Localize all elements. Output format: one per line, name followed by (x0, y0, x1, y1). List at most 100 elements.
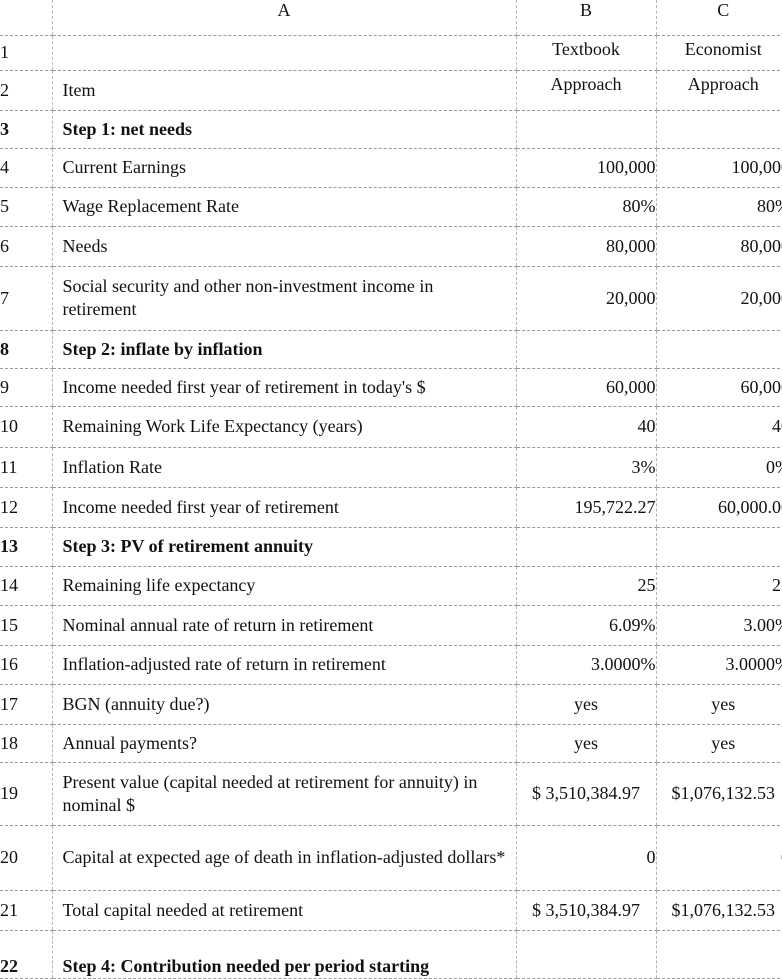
row-number[interactable]: 4 (0, 148, 52, 188)
cell-a[interactable]: Item (51, 70, 516, 111)
row-number[interactable]: 9 (0, 368, 52, 407)
row-number[interactable]: 12 (0, 487, 52, 528)
cell-b[interactable]: 195,722.27 (515, 487, 656, 528)
cell-a[interactable]: Social security and other non-investment… (51, 266, 516, 331)
row-number[interactable]: 6 (0, 226, 52, 267)
row-number[interactable]: 20 (0, 825, 52, 891)
cell-c[interactable]: 40 (655, 406, 782, 448)
table-row: 15 Nominal annual rate of return in retir… (0, 605, 782, 646)
cell-b[interactable]: yes (515, 724, 656, 763)
cell-a[interactable]: Annual payments? (51, 724, 516, 763)
cell-c[interactable]: Approach (655, 70, 782, 111)
cell-b[interactable]: 80,000 (515, 226, 656, 267)
table-row: 13 Step 3: PV of retirement annuity (0, 527, 782, 567)
cell-c[interactable]: 20,000 (655, 266, 782, 331)
cell-c[interactable]: yes (655, 684, 782, 725)
cell-c[interactable]: 80,000 (655, 226, 782, 267)
cell-c[interactable]: Economist (655, 35, 782, 71)
cell-a[interactable]: Remaining Work Life Expectancy (years) (51, 406, 516, 448)
cell-b[interactable]: 0 (515, 825, 656, 891)
cell-b[interactable] (515, 330, 656, 369)
cell-b[interactable]: yes (515, 684, 656, 725)
cell-b[interactable]: 100,000 (515, 148, 656, 188)
table-row: 18 Annual payments? yes yes (0, 724, 782, 763)
cell-b[interactable] (515, 110, 656, 149)
row-number[interactable]: 21 (0, 890, 52, 931)
column-header-c[interactable]: C (655, 0, 782, 36)
cell-c[interactable] (655, 527, 782, 567)
cell-c[interactable]: $1,076,132.53 (655, 762, 782, 826)
cell-b[interactable]: 25 (515, 566, 656, 606)
cell-b[interactable] (515, 527, 656, 567)
cell-c[interactable] (655, 330, 782, 369)
cell-a[interactable]: Nominal annual rate of return in retirem… (51, 605, 516, 646)
row-number[interactable]: 15 (0, 605, 52, 646)
row-number[interactable]: 1 (0, 35, 52, 71)
cell-a[interactable]: Inflation-adjusted rate of return in ret… (51, 645, 516, 685)
cell-b[interactable]: $ 3,510,384.97 (515, 762, 656, 826)
row-number[interactable]: 19 (0, 762, 52, 826)
row-number[interactable]: 2 (0, 70, 52, 111)
row-number[interactable]: 7 (0, 266, 52, 331)
row-number[interactable]: 17 (0, 684, 52, 725)
column-header-row: A B C (0, 0, 782, 36)
cell-a[interactable]: Step 3: PV of retirement annuity (51, 527, 516, 567)
row-number[interactable]: 18 (0, 724, 52, 763)
row-number[interactable]: 22 (0, 930, 52, 979)
cell-c[interactable]: 3.00% (655, 605, 782, 646)
corner-cell (0, 0, 52, 36)
cell-b[interactable]: 60,000 (515, 368, 656, 407)
table-row: 7 Social security and other non-investmen… (0, 266, 782, 331)
row-number[interactable]: 10 (0, 406, 52, 448)
cell-b[interactable]: 3.0000% (515, 645, 656, 685)
cell-c[interactable]: 0 (655, 825, 782, 891)
cell-a[interactable]: Income needed first year of retirement i… (51, 368, 516, 407)
cell-a[interactable]: Inflation Rate (51, 447, 516, 488)
cell-c[interactable] (655, 110, 782, 149)
cell-a[interactable]: Total capital needed at retirement (51, 890, 516, 931)
cell-b[interactable]: $ 3,510,384.97 (515, 890, 656, 931)
cell-c[interactable]: $1,076,132.53 (655, 890, 782, 931)
cell-b[interactable]: 40 (515, 406, 656, 448)
cell-a[interactable]: BGN (annuity due?) (51, 684, 516, 725)
cell-b[interactable]: Textbook (515, 35, 656, 71)
row-number[interactable]: 8 (0, 330, 52, 369)
column-header-a[interactable]: A (51, 0, 516, 36)
row-number[interactable]: 11 (0, 447, 52, 488)
cell-b[interactable]: 3% (515, 447, 656, 488)
cell-c[interactable]: 0% (655, 447, 782, 488)
cell-a[interactable]: Wage Replacement Rate (51, 187, 516, 227)
cell-b[interactable]: 80% (515, 187, 656, 227)
cell-a[interactable]: Needs (51, 226, 516, 267)
cell-c[interactable]: 60,000.00 (655, 487, 782, 528)
table-row: 1 Textbook Economist (0, 35, 782, 71)
cell-c[interactable]: 25 (655, 566, 782, 606)
cell-b[interactable]: 6.09% (515, 605, 656, 646)
cell-c[interactable]: 80% (655, 187, 782, 227)
row-number[interactable]: 16 (0, 645, 52, 685)
cell-c[interactable] (655, 930, 782, 979)
cell-b[interactable] (515, 930, 656, 979)
cell-a[interactable]: Step 2: inflate by inflation (51, 330, 516, 369)
row-number[interactable]: 13 (0, 527, 52, 567)
cell-c[interactable]: 100,000 (655, 148, 782, 188)
cell-a[interactable]: Remaining life expectancy (51, 566, 516, 606)
cell-b[interactable]: Approach (515, 70, 656, 111)
row-number[interactable]: 5 (0, 187, 52, 227)
cell-a[interactable]: Present value (capital needed at retirem… (51, 762, 516, 826)
cell-b[interactable]: 20,000 (515, 266, 656, 331)
cell-a[interactable]: Step 4: Contribution needed per period s… (51, 930, 516, 979)
row-number[interactable]: 14 (0, 566, 52, 606)
cell-a[interactable]: Step 1: net needs (51, 110, 516, 149)
column-header-b[interactable]: B (515, 0, 656, 36)
table-row: 17 BGN (annuity due?) yes yes (0, 684, 782, 725)
cell-c[interactable]: yes (655, 724, 782, 763)
row-number[interactable]: 3 (0, 110, 52, 149)
cell-a[interactable]: Income needed first year of retirement (51, 487, 516, 528)
cell-a[interactable]: Capital at expected age of death in infl… (51, 825, 516, 891)
cell-a[interactable]: Current Earnings (51, 148, 516, 188)
cell-a[interactable] (51, 35, 516, 71)
cell-c[interactable]: 3.0000% (655, 645, 782, 685)
cell-c[interactable]: 60,000 (655, 368, 782, 407)
